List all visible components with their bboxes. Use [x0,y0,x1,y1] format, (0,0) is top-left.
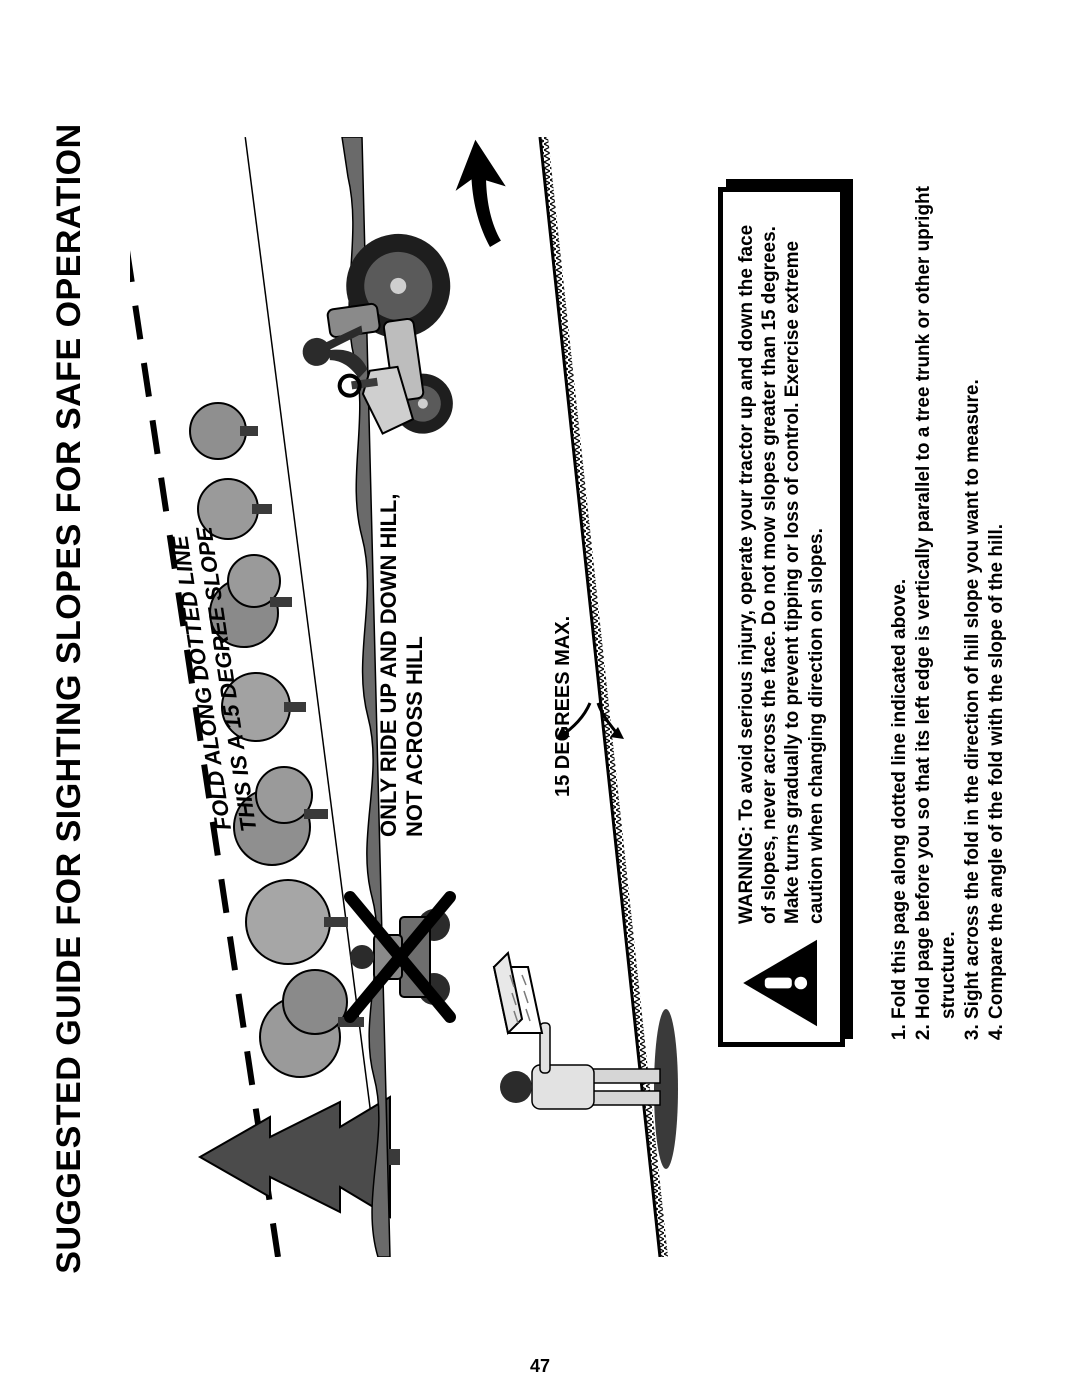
warning-triangle-icon [741,938,821,1028]
step-4: Compare the angle of the fold with the s… [985,177,1009,1019]
page-number: 47 [0,1356,1080,1377]
instr-line-1: ONLY RIDE UP AND DOWN HILL, [376,494,401,837]
instr-line-2: NOT ACROSS HILL [402,636,427,837]
step-2: Hold page before you so that its left ed… [912,177,961,1019]
page-title: SUGGESTED GUIDE FOR SIGHTING SLOPES FOR … [50,0,89,1397]
degrees-max-label: 15 DEGREES MAX. [552,616,575,797]
ride-instruction: ONLY RIDE UP AND DOWN HILL, NOT ACROSS H… [376,494,429,837]
warning-text: WARNING: To avoid serious injury, operat… [735,208,828,924]
slope-diagram: FOLD ALONG DOTTED LINE THIS IS A 15 DEGR… [130,137,690,1257]
instruction-steps: Fold this page along dotted line indicat… [888,177,1010,1047]
tree-conifer [200,1097,400,1217]
warning-label: WARNING: [736,826,757,924]
warning-box: WARNING: To avoid serious injury, operat… [718,187,845,1047]
step-1: Fold this page along dotted line indicat… [888,177,912,1019]
step-3: Sight across the fold in the direction o… [961,177,985,1019]
warning-body: To avoid serious injury, operate your tr… [736,225,827,924]
